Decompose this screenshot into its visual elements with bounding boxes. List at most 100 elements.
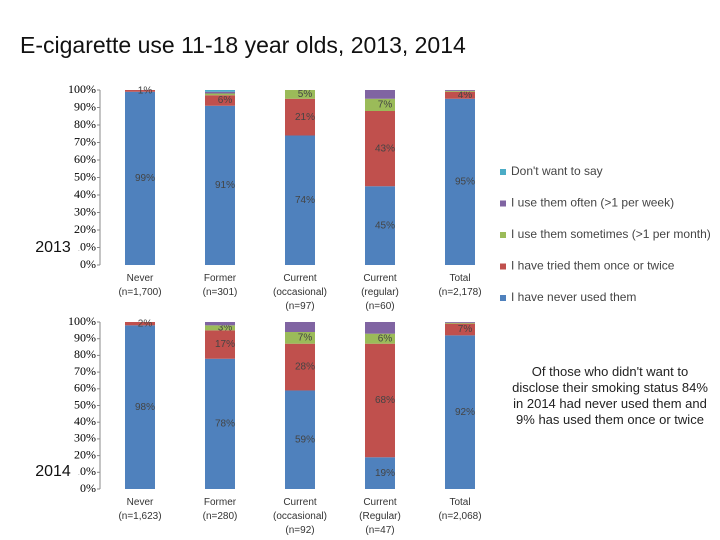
y-tick-label: 60% xyxy=(74,381,96,395)
bar-segment xyxy=(365,333,395,344)
year-box xyxy=(27,234,79,262)
bar-segment xyxy=(285,322,315,333)
value-label: 19% xyxy=(375,468,395,479)
legend-label: I use them often (>1 per week) xyxy=(511,196,674,210)
y-tick-label: 90% xyxy=(74,330,96,344)
bar-segment xyxy=(205,90,235,92)
x-tick-label: Former (n=280) xyxy=(202,497,238,522)
y-tick-label: 30% xyxy=(74,204,96,218)
bar-segment xyxy=(365,343,395,458)
bar-segment xyxy=(125,90,155,92)
y-tick-label: 100% xyxy=(68,82,96,96)
value-label: 43% xyxy=(375,143,395,154)
y-tick-label: 40% xyxy=(74,414,96,428)
value-label: 98% xyxy=(135,402,155,413)
x-tick-label: Current (occasional) (n=97) xyxy=(273,273,327,312)
y-tick-label: 0% xyxy=(80,481,96,495)
bar-segment xyxy=(445,322,475,323)
legend-swatch xyxy=(500,295,506,301)
value-label: 74% xyxy=(295,195,315,206)
y-tick-label: 30% xyxy=(74,431,96,445)
value-label: 3% xyxy=(218,322,233,333)
value-label: 95% xyxy=(455,177,475,188)
legend-swatch xyxy=(500,232,506,238)
y-tick-label: 50% xyxy=(74,169,96,183)
bar-segment xyxy=(205,95,235,106)
bar-segment xyxy=(205,105,235,265)
year-box xyxy=(27,458,79,486)
y-tick-label: 100% xyxy=(68,314,96,328)
bar-segment xyxy=(285,98,315,136)
legend-swatch xyxy=(500,263,506,270)
value-label: 68% xyxy=(375,395,395,406)
bar-segment xyxy=(445,91,475,99)
bar-segment xyxy=(445,322,475,324)
bar-segment xyxy=(445,335,475,489)
value-label: 7% xyxy=(298,333,313,344)
y-tick-label: 70% xyxy=(74,134,96,148)
value-label: 1% xyxy=(138,86,153,97)
bar-segment xyxy=(445,323,475,336)
value-label: 99% xyxy=(135,173,155,184)
legend-label: I have never used them xyxy=(511,290,636,304)
x-tick-label: Former (n=301) xyxy=(202,273,238,298)
value-label: 59% xyxy=(295,434,315,445)
bar-segment xyxy=(285,332,315,344)
value-label: 6% xyxy=(218,95,233,106)
bar-segment xyxy=(285,90,315,99)
x-tick-label: Total (n=2,068) xyxy=(438,497,482,522)
y-tick-label: 80% xyxy=(74,117,96,131)
x-tick-label: Current (regular) (n=60) xyxy=(361,273,399,312)
bar-segment xyxy=(365,322,395,334)
y-tick-label: 20% xyxy=(74,222,96,236)
year-label: 2014 xyxy=(35,463,71,480)
x-tick-label: Current (occasional) (n=92) xyxy=(273,497,327,536)
bar-segment xyxy=(285,390,315,489)
bar-segment xyxy=(285,135,315,265)
y-tick-label: 40% xyxy=(74,187,96,201)
value-label: 7% xyxy=(458,324,473,335)
bar-segment xyxy=(205,325,235,331)
bar-segment xyxy=(205,330,235,359)
y-tick-label: 10% xyxy=(74,239,96,253)
value-label: 7% xyxy=(378,100,393,111)
legend-label: Don't want to say xyxy=(511,164,603,178)
value-label: 5% xyxy=(298,89,313,100)
y-tick-label: 50% xyxy=(74,397,96,411)
value-label: 17% xyxy=(215,339,235,350)
legend-label: I have tried them once or twice xyxy=(511,259,675,273)
bar-segment xyxy=(285,343,315,391)
y-tick-label: 70% xyxy=(74,364,96,378)
value-label: 92% xyxy=(455,407,475,418)
bar-segment xyxy=(365,186,395,265)
year-label: 2013 xyxy=(35,239,71,256)
bar-segment xyxy=(205,322,235,326)
bar-segment xyxy=(445,90,475,91)
y-tick-label: 10% xyxy=(74,464,96,478)
value-label: 78% xyxy=(215,419,235,430)
value-label: 6% xyxy=(378,333,393,344)
x-tick-label: Total (n=2,178) xyxy=(438,273,482,298)
bar-segment xyxy=(125,91,155,265)
bar-segment xyxy=(365,111,395,187)
bar-segment xyxy=(125,322,155,326)
y-tick-label: 60% xyxy=(74,152,96,166)
y-tick-label: 0% xyxy=(80,257,96,271)
y-tick-label: 20% xyxy=(74,447,96,461)
note: Of those who didn't want to disclose the… xyxy=(512,364,708,427)
x-tick-label: Current (Regular) (n=47) xyxy=(359,497,401,536)
value-label: 21% xyxy=(295,112,315,123)
x-tick-label: Never (n=1,623) xyxy=(118,497,162,522)
bar-segment xyxy=(205,358,235,489)
value-label: 45% xyxy=(375,220,395,231)
y-tick-label: 90% xyxy=(74,99,96,113)
x-tick-label: Never (n=1,700) xyxy=(118,273,162,298)
value-label: 2% xyxy=(138,318,153,329)
bar-segment xyxy=(365,98,395,111)
bar-segment xyxy=(125,325,155,489)
bar-segment xyxy=(365,90,395,99)
bar-segment xyxy=(445,98,475,265)
value-label: 28% xyxy=(295,362,315,373)
